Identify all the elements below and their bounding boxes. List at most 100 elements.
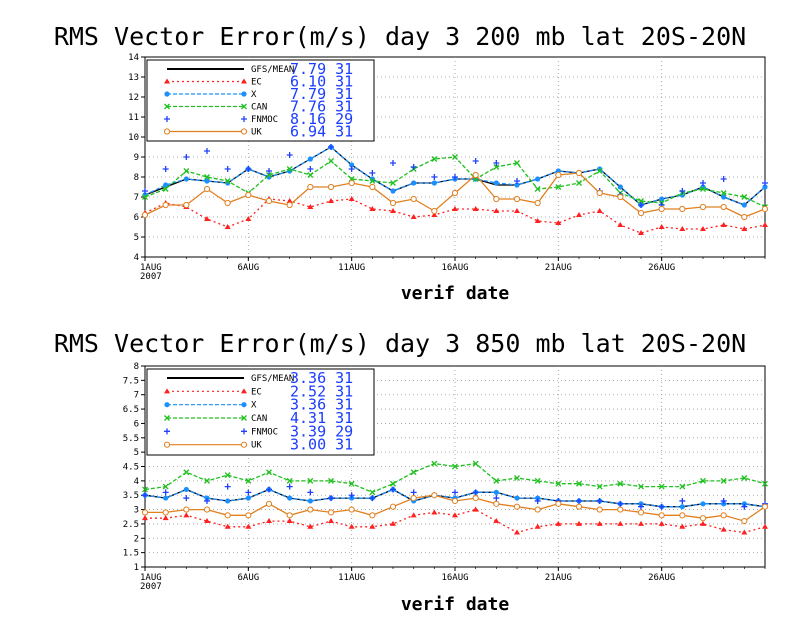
marker-can-4 xyxy=(224,178,231,184)
marker-ec-30 xyxy=(762,222,768,227)
marker-can-23 xyxy=(617,480,624,487)
marker-ec-20 xyxy=(555,520,562,526)
marker-uk-19 xyxy=(534,199,541,207)
marker-uk-21 xyxy=(575,503,583,510)
legend-stat: 3.36 31 xyxy=(290,396,353,414)
x-tick-label: 16AUG xyxy=(441,263,468,273)
marker-can-11 xyxy=(369,489,376,496)
legend-label: FNMOC xyxy=(251,427,278,437)
legend-stat: 3.39 29 xyxy=(290,422,353,440)
marker-can-0 xyxy=(142,486,148,493)
marker-can-18 xyxy=(514,475,520,481)
marker-ec-5 xyxy=(245,216,252,221)
marker-x-5 xyxy=(245,495,251,501)
marker-uk-30 xyxy=(761,503,769,510)
marker-x-10 xyxy=(349,162,355,168)
marker-uk-leg-b-5 xyxy=(240,441,248,448)
marker-uk-leg-a-5 xyxy=(163,441,171,448)
marker-x-leg-b-2 xyxy=(241,91,247,97)
marker-x-8 xyxy=(307,156,313,162)
marker-uk-16 xyxy=(472,171,479,179)
y-tick-label: 8 xyxy=(134,173,139,183)
marker-uk-17 xyxy=(493,195,500,203)
marker-x-8 xyxy=(307,498,313,504)
marker-fnmoc-1 xyxy=(162,489,169,496)
marker-uk-6 xyxy=(265,500,273,507)
marker-can-30 xyxy=(762,480,768,487)
marker-can-2 xyxy=(183,168,190,174)
marker-uk-5 xyxy=(245,191,252,199)
marker-can-leg-b-3 xyxy=(241,103,247,110)
legend-stat: 6.10 31 xyxy=(290,73,353,91)
legend-stat: 7.79 31 xyxy=(290,85,353,103)
marker-can-11 xyxy=(369,178,376,184)
y-tick-label: 1.5 xyxy=(123,549,139,559)
y-tick-label: 5.5 xyxy=(123,434,139,444)
marker-ec-16 xyxy=(472,206,479,211)
marker-ec-8 xyxy=(307,523,314,529)
marker-fnmoc-0 xyxy=(142,492,148,499)
marker-ec-23 xyxy=(617,222,624,227)
marker-x-28 xyxy=(721,194,727,200)
marker-can-28 xyxy=(720,477,727,484)
marker-can-4 xyxy=(224,472,231,479)
marker-uk-18 xyxy=(513,503,521,510)
marker-can-16 xyxy=(472,460,479,467)
marker-can-6 xyxy=(266,172,272,178)
marker-x-4 xyxy=(225,498,231,504)
x-tick-label: 6AUG xyxy=(237,573,259,583)
marker-uk-1 xyxy=(162,509,169,516)
x-tick-label: 21AUG xyxy=(545,263,572,273)
marker-uk-27 xyxy=(699,203,707,211)
y-tick-label: 5 xyxy=(134,233,139,243)
marker-uk-2 xyxy=(183,506,190,513)
marker-fnmoc-12 xyxy=(390,160,396,166)
legend-label: UK xyxy=(251,128,262,138)
marker-fnmoc-6 xyxy=(266,486,272,493)
legend-label: GFS/MEAN xyxy=(251,374,294,384)
marker-uk-leg-a-5 xyxy=(163,128,171,135)
marker-ec-28 xyxy=(720,222,727,227)
marker-can-6 xyxy=(266,469,272,476)
marker-ec-4 xyxy=(224,523,231,529)
marker-fnmoc-27 xyxy=(700,180,706,186)
x-tick-label: 1AUG 2007 xyxy=(140,263,162,282)
marker-ec-26 xyxy=(679,226,686,231)
marker-ec-12 xyxy=(390,520,396,526)
marker-x-13 xyxy=(411,180,417,186)
marker-can-14 xyxy=(431,460,438,467)
marker-can-20 xyxy=(555,480,562,487)
marker-ec-27 xyxy=(700,226,706,231)
marker-fnmoc-8 xyxy=(307,166,314,172)
marker-ec-19 xyxy=(534,523,541,529)
marker-uk-10 xyxy=(348,179,355,187)
y-tick-label: 6 xyxy=(134,213,139,223)
y-tick-label: 7 xyxy=(134,391,139,401)
marker-ec-16 xyxy=(472,506,479,512)
marker-ec-6 xyxy=(266,518,272,524)
marker-uk-29 xyxy=(741,213,748,221)
marker-uk-26 xyxy=(679,512,686,519)
marker-fnmoc-11 xyxy=(369,170,376,176)
legend-label: FNMOC xyxy=(251,115,278,125)
marker-uk-27 xyxy=(699,515,707,522)
marker-fnmoc-leg-b-4 xyxy=(241,116,247,122)
marker-can-22 xyxy=(596,168,603,174)
marker-ec-21 xyxy=(576,520,582,526)
marker-fnmoc-14 xyxy=(431,174,438,180)
marker-fnmoc-30 xyxy=(762,180,768,186)
y-tick-label: 10 xyxy=(128,133,139,143)
marker-can-10 xyxy=(348,480,355,487)
legend-label: EC xyxy=(251,78,262,88)
legend-stat: 6.94 31 xyxy=(290,123,353,141)
marker-fnmoc-12 xyxy=(390,486,396,493)
marker-uk-leg-b-5 xyxy=(240,128,248,135)
marker-can-9 xyxy=(328,158,334,164)
marker-uk-13 xyxy=(410,494,417,502)
marker-ec-7 xyxy=(286,518,293,524)
marker-can-20 xyxy=(555,184,562,190)
marker-can-14 xyxy=(431,156,438,162)
legend-stat: 8.16 29 xyxy=(290,110,353,128)
panel-850mb: RMS Vector Error(m/s) day 3 850 mb lat 2… xyxy=(54,329,769,615)
